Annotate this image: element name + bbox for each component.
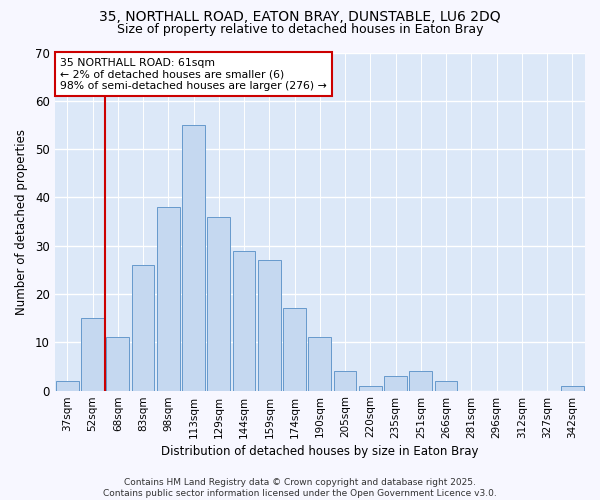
Bar — [132, 265, 154, 390]
Bar — [283, 308, 306, 390]
Bar — [435, 381, 457, 390]
Bar — [157, 207, 179, 390]
Bar — [334, 372, 356, 390]
Text: 35 NORTHALL ROAD: 61sqm
← 2% of detached houses are smaller (6)
98% of semi-deta: 35 NORTHALL ROAD: 61sqm ← 2% of detached… — [60, 58, 327, 91]
Bar — [56, 381, 79, 390]
Bar — [561, 386, 584, 390]
Text: Contains HM Land Registry data © Crown copyright and database right 2025.
Contai: Contains HM Land Registry data © Crown c… — [103, 478, 497, 498]
X-axis label: Distribution of detached houses by size in Eaton Bray: Distribution of detached houses by size … — [161, 444, 479, 458]
Text: 35, NORTHALL ROAD, EATON BRAY, DUNSTABLE, LU6 2DQ: 35, NORTHALL ROAD, EATON BRAY, DUNSTABLE… — [99, 10, 501, 24]
Bar — [308, 338, 331, 390]
Bar — [208, 216, 230, 390]
Bar — [384, 376, 407, 390]
Bar — [409, 372, 432, 390]
Text: Size of property relative to detached houses in Eaton Bray: Size of property relative to detached ho… — [117, 22, 483, 36]
Bar — [359, 386, 382, 390]
Bar — [258, 260, 281, 390]
Bar — [106, 338, 129, 390]
Bar — [81, 318, 104, 390]
Y-axis label: Number of detached properties: Number of detached properties — [15, 128, 28, 314]
Bar — [182, 125, 205, 390]
Bar — [233, 250, 256, 390]
